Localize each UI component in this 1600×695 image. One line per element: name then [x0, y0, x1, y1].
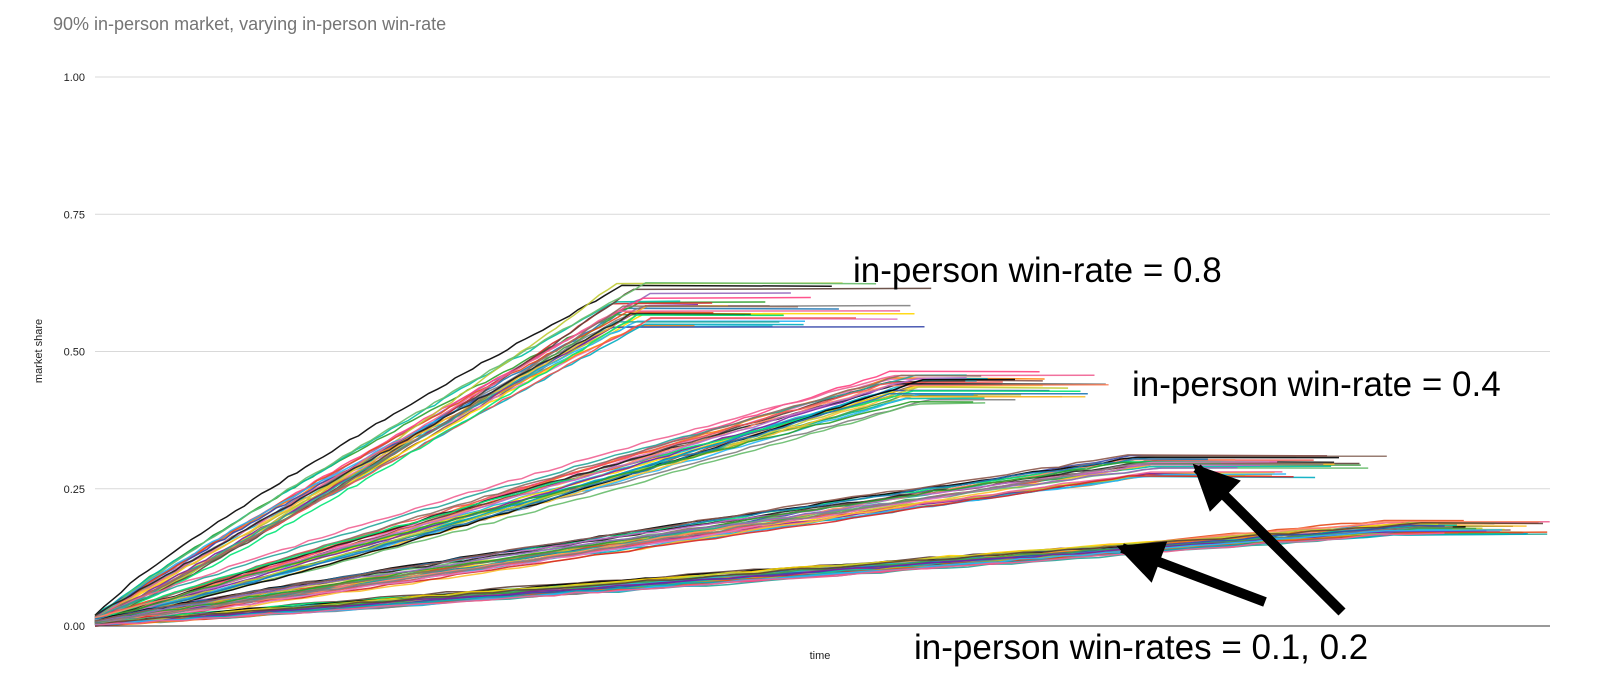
series-line	[94, 320, 805, 622]
y-tick-label: 0.50	[64, 347, 85, 359]
series-line	[94, 390, 1081, 624]
annotation-arrow-head	[1192, 463, 1241, 512]
annotations: in-person win-rate = 0.8 in-person win-ra…	[853, 251, 1501, 667]
series-line	[94, 312, 751, 617]
series-line	[94, 305, 799, 618]
y-tick-label: 0.00	[64, 621, 85, 633]
series-line	[94, 311, 714, 623]
y-axis-label: market share	[33, 319, 45, 383]
annotation-arrow-head	[1116, 541, 1168, 583]
series-line	[94, 454, 1328, 622]
series-line	[94, 460, 1278, 626]
series-line	[94, 305, 729, 620]
chart-title: 90% in-person market, varying in-person …	[53, 14, 447, 34]
series-line	[94, 374, 1095, 619]
annotation-label: in-person win-rate = 0.8	[853, 251, 1222, 290]
annotation-label: in-person win-rates = 0.1, 0.2	[914, 628, 1368, 667]
series-line	[94, 529, 1487, 625]
series-line	[94, 466, 1238, 624]
y-tick-label: 0.75	[64, 209, 85, 221]
y-tick-label: 1.00	[64, 72, 85, 84]
series-line	[94, 370, 1040, 620]
y-axis-ticks: 0.00 0.25 0.50 0.75 1.00	[64, 72, 85, 633]
series-lines	[94, 281, 1550, 627]
series-line	[94, 458, 1236, 623]
series-line	[94, 383, 1003, 620]
series-line	[94, 314, 784, 624]
y-tick-label: 0.25	[64, 484, 85, 496]
series-line	[94, 310, 901, 619]
annotation-label: in-person win-rate = 0.4	[1132, 365, 1501, 404]
series-line	[94, 392, 1088, 620]
series-line	[94, 463, 1324, 624]
annotation-arrows	[1116, 463, 1346, 616]
series-line	[94, 461, 1221, 622]
series-line	[94, 282, 843, 623]
series-line	[94, 317, 857, 622]
series-line	[94, 400, 974, 625]
series-line	[94, 532, 1445, 627]
series-line	[94, 374, 967, 620]
x-axis-label: time	[810, 650, 831, 662]
series-line	[94, 377, 967, 624]
series-line	[94, 522, 1544, 626]
series-line	[94, 284, 832, 616]
series-line	[94, 281, 877, 622]
